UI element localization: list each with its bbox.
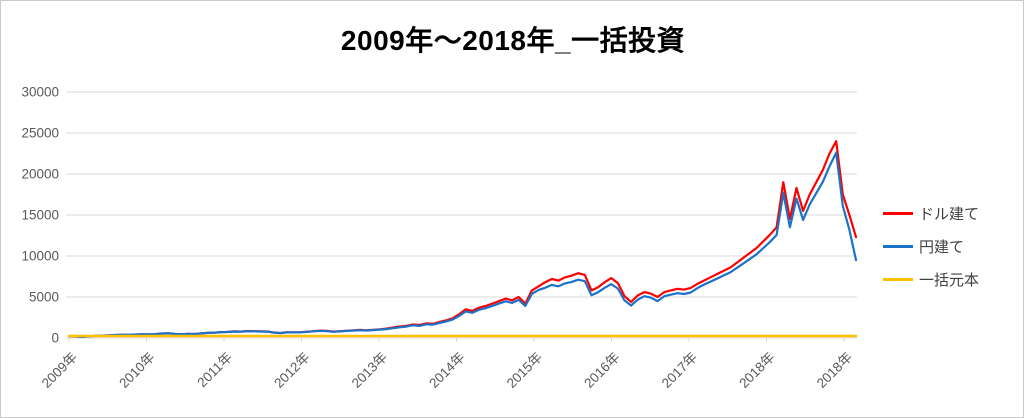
legend-item-principal: 一括元本 bbox=[883, 263, 1015, 296]
legend-item-dollar: ドル建て bbox=[883, 197, 1015, 230]
x-tick-label-9: 2018年 bbox=[736, 350, 777, 391]
y-tick-label-20000: 20000 bbox=[21, 167, 59, 182]
chart-title: 2009年～2018年_一括投資 bbox=[340, 25, 686, 56]
y-tick-label-15000: 15000 bbox=[21, 208, 59, 223]
x-tick-label-8: 2017年 bbox=[659, 350, 700, 391]
legend-swatch-yen bbox=[883, 245, 913, 248]
x-tick-label-0: 2009年 bbox=[39, 350, 80, 391]
legend-swatch-dollar bbox=[883, 212, 913, 215]
x-tick-label-3: 2012年 bbox=[271, 350, 312, 391]
y-tick-label-0: 0 bbox=[51, 331, 59, 346]
x-tick-label-5: 2014年 bbox=[426, 350, 467, 391]
legend-item-yen: 円建て bbox=[883, 230, 1015, 263]
legend-label-yen: 円建て bbox=[919, 239, 965, 256]
legend-label-dollar: ドル建て bbox=[919, 206, 980, 223]
x-tick-label-7: 2016年 bbox=[581, 350, 622, 391]
x-tick-label-4: 2013年 bbox=[349, 350, 390, 391]
y-tick-label-10000: 10000 bbox=[21, 249, 59, 264]
x-tick-label-6: 2015年 bbox=[504, 350, 545, 391]
chart-legend: ドル建て 円建て 一括元本 bbox=[883, 197, 1015, 296]
legend-swatch-principal bbox=[883, 278, 913, 281]
series-line-dollar bbox=[67, 140, 858, 338]
series-line-yen bbox=[67, 151, 858, 338]
x-tick-label-2: 2011年 bbox=[194, 350, 235, 391]
y-tick-label-25000: 25000 bbox=[21, 126, 59, 141]
y-tick-label-5000: 5000 bbox=[29, 290, 59, 305]
y-tick-label-30000: 30000 bbox=[21, 85, 59, 100]
x-tick-label-10: 2018年 bbox=[814, 350, 855, 391]
legend-label-principal: 一括元本 bbox=[919, 272, 980, 289]
x-tick-label-1: 2010年 bbox=[116, 350, 157, 391]
